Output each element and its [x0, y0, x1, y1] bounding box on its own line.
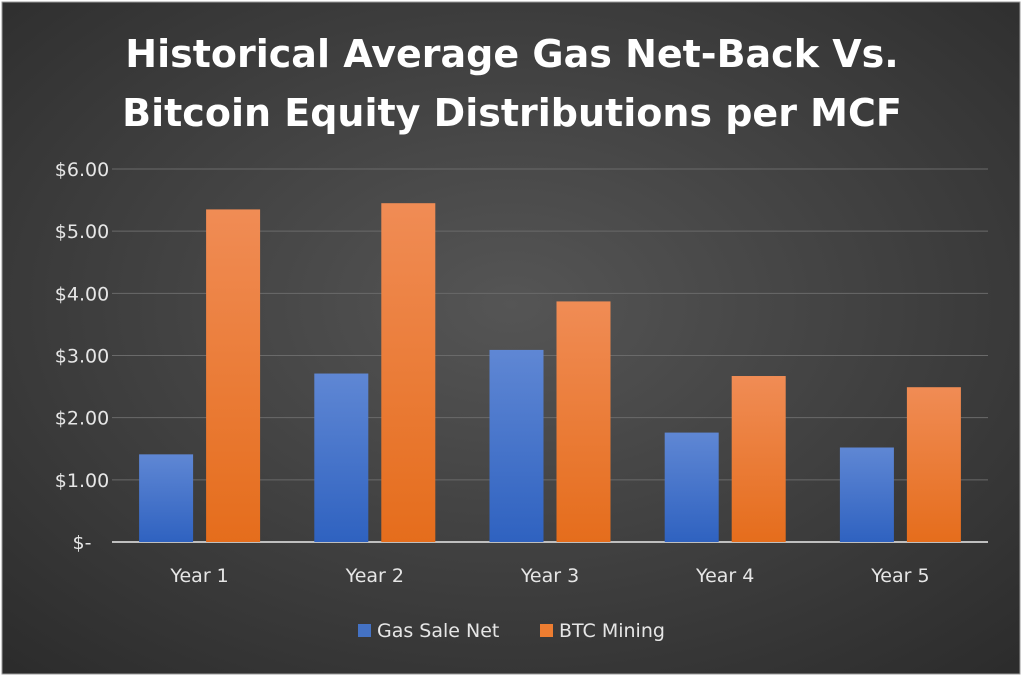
legend-swatch: [540, 624, 553, 637]
y-tick-label: $2.00: [55, 408, 109, 430]
chart-title-line-1: Historical Average Gas Net-Back Vs.: [125, 32, 898, 76]
y-tick-label: $-: [73, 532, 92, 554]
bar-btc-mining-year-4: [731, 376, 786, 542]
y-tick-label: $3.00: [55, 346, 109, 368]
bar-btc-mining-year-2: [381, 203, 436, 543]
bar-gas-sale-net-year-2: [314, 373, 369, 542]
bar-btc-mining-year-5: [906, 387, 961, 542]
chart-title-line-2: Bitcoin Equity Distributions per MCF: [122, 91, 902, 135]
y-tick-label: $5.00: [55, 221, 109, 243]
x-tick-label: Year 4: [695, 565, 754, 587]
x-tick-label: Year 1: [169, 565, 228, 587]
bar-btc-mining-year-3: [556, 301, 611, 542]
bar-gas-sale-net-year-1: [139, 454, 194, 542]
bar-btc-mining-year-1: [206, 209, 261, 543]
y-tick-label: $4.00: [55, 283, 109, 305]
bar-gas-sale-net-year-5: [839, 447, 894, 542]
y-tick-label: $1.00: [55, 470, 109, 492]
x-tick-label: Year 2: [345, 565, 404, 587]
bar-gas-sale-net-year-3: [489, 349, 544, 542]
legend-label: Gas Sale Net: [377, 620, 499, 642]
x-tick-label: Year 5: [870, 565, 929, 587]
bar-gas-sale-net-year-4: [664, 432, 719, 542]
y-tick-label: $6.00: [55, 159, 109, 181]
legend-swatch: [358, 624, 371, 637]
legend-label: BTC Mining: [559, 620, 665, 642]
x-tick-label: Year 3: [520, 565, 579, 587]
